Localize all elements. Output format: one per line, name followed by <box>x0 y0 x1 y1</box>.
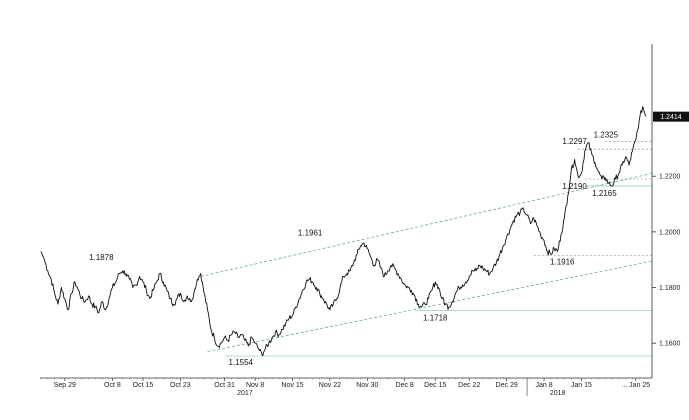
x-tick-label: ... Jan 25 <box>621 382 650 389</box>
price-annotation: 1.1878 <box>89 253 114 262</box>
last-value-box <box>653 111 689 122</box>
support-resistance-lines <box>224 141 652 357</box>
x-tick-label: Nov 8 <box>246 382 264 389</box>
x-tick-label: Dec 22 <box>458 382 480 389</box>
x-tick-label: Oct 8 <box>104 382 121 389</box>
x-axis: Sep 29 Oct 8 Oct 15 Oct 23 Oct 31 Nov 8 Nov 15… <box>40 377 652 397</box>
price-annotation: 1.2325 <box>594 130 619 139</box>
x-tick-label: Oct 23 <box>170 382 191 389</box>
x-year-label: 2017 <box>237 390 253 397</box>
last-value-label: 1.2414 <box>660 114 682 121</box>
y-tick-label: 1.2200 <box>659 174 681 181</box>
y-tick-label: 1.1600 <box>659 341 681 348</box>
x-tick-label: Oct 15 <box>133 382 154 389</box>
x-tick-label: Jan 8 <box>535 382 552 389</box>
x-tick-label: Nov 15 <box>281 382 303 389</box>
price-series-line <box>40 106 647 357</box>
price-annotation: 1.1916 <box>550 257 575 266</box>
x-tick-label: Jan 15 <box>571 382 592 389</box>
x-tick-label: Dec 29 <box>496 382 518 389</box>
y-tick-label: 1.1800 <box>659 285 681 292</box>
x-tick-label: Dec 8 <box>396 382 414 389</box>
trend-channel-lines <box>200 173 653 352</box>
price-annotations: 1.1878 1.1554 1.1961 1.1718 1.1916 1.2297 1.23… <box>89 130 618 367</box>
price-line-group <box>40 106 647 357</box>
price-annotation: 1.2297 <box>562 137 587 146</box>
last-value-badge: 1.2414 <box>653 111 689 122</box>
x-tick-label: Oct 31 <box>214 382 235 389</box>
price-annotation: 1.2190 <box>562 182 587 191</box>
x-tick-label: Nov 22 <box>319 382 341 389</box>
price-annotation: 1.1961 <box>298 229 323 238</box>
x-year-label: 2018 <box>550 390 566 397</box>
y-axis: 1.1600 1.1800 1.2000 1.2200 <box>651 44 681 378</box>
lower-trend-line <box>207 260 653 352</box>
price-annotation: 1.1718 <box>423 313 448 322</box>
x-tick-label: Nov 30 <box>356 382 378 389</box>
price-annotation: 1.1554 <box>229 358 254 367</box>
x-tick-label: Dec 15 <box>424 382 446 389</box>
y-tick-label: 1.2000 <box>659 229 681 236</box>
x-tick-label: Sep 29 <box>54 382 76 389</box>
upper-trend-line <box>200 173 653 277</box>
price-annotation: 1.2165 <box>592 189 617 198</box>
